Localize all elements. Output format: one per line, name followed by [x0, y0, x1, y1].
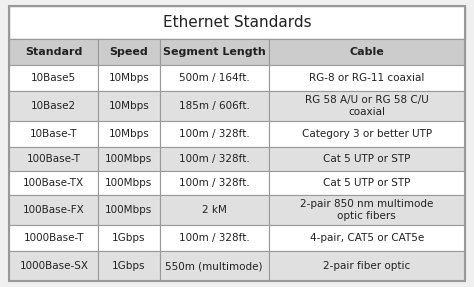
- Bar: [9, 6, 465, 39]
- Text: Category 3 or better UTP: Category 3 or better UTP: [301, 129, 432, 139]
- Bar: [269, 195, 465, 225]
- Text: 1Gbps: 1Gbps: [112, 233, 146, 243]
- Text: 2 kM: 2 kM: [202, 205, 227, 215]
- Text: 100m / 328ft.: 100m / 328ft.: [179, 178, 250, 188]
- Text: 100Mbps: 100Mbps: [105, 205, 153, 215]
- Text: 100m / 328ft.: 100m / 328ft.: [179, 129, 250, 139]
- Bar: [160, 39, 269, 65]
- Text: 500m / 164ft.: 500m / 164ft.: [179, 73, 250, 83]
- Text: 550m (multimode): 550m (multimode): [165, 261, 263, 271]
- Bar: [9, 65, 98, 91]
- Bar: [269, 121, 465, 147]
- Text: 100Mbps: 100Mbps: [105, 178, 153, 188]
- Bar: [269, 225, 465, 251]
- Text: 100Base-T: 100Base-T: [27, 154, 81, 164]
- Bar: [9, 195, 98, 225]
- Text: RG-8 or RG-11 coaxial: RG-8 or RG-11 coaxial: [309, 73, 424, 83]
- Bar: [98, 195, 160, 225]
- Text: 10Mbps: 10Mbps: [109, 73, 149, 83]
- Text: 4-pair, CAT5 or CAT5e: 4-pair, CAT5 or CAT5e: [310, 233, 424, 243]
- Bar: [9, 147, 98, 171]
- Bar: [98, 91, 160, 121]
- Bar: [269, 91, 465, 121]
- Bar: [9, 121, 98, 147]
- Text: 100Mbps: 100Mbps: [105, 154, 153, 164]
- Text: 2-pair fiber optic: 2-pair fiber optic: [323, 261, 410, 271]
- Bar: [160, 251, 269, 281]
- Text: 10Mbps: 10Mbps: [109, 129, 149, 139]
- Bar: [9, 39, 98, 65]
- Bar: [9, 171, 98, 195]
- Bar: [160, 65, 269, 91]
- Bar: [160, 121, 269, 147]
- Text: 100m / 328ft.: 100m / 328ft.: [179, 154, 250, 164]
- Text: 10Base2: 10Base2: [31, 101, 76, 111]
- Bar: [160, 195, 269, 225]
- Text: Ethernet Standards: Ethernet Standards: [163, 15, 311, 30]
- Bar: [269, 39, 465, 65]
- Bar: [9, 91, 98, 121]
- Text: 10Base5: 10Base5: [31, 73, 76, 83]
- Text: 10Base-T: 10Base-T: [30, 129, 78, 139]
- Text: 100Base-FX: 100Base-FX: [23, 205, 85, 215]
- Text: 2-pair 850 nm multimode
optic fibers: 2-pair 850 nm multimode optic fibers: [300, 199, 433, 221]
- Bar: [9, 225, 98, 251]
- Text: 100m / 328ft.: 100m / 328ft.: [179, 233, 250, 243]
- Bar: [160, 171, 269, 195]
- Bar: [269, 65, 465, 91]
- Text: Standard: Standard: [25, 47, 82, 57]
- Bar: [98, 225, 160, 251]
- Text: Cable: Cable: [349, 47, 384, 57]
- Text: 1Gbps: 1Gbps: [112, 261, 146, 271]
- Bar: [269, 251, 465, 281]
- Bar: [9, 251, 98, 281]
- Bar: [98, 121, 160, 147]
- Text: 185m / 606ft.: 185m / 606ft.: [179, 101, 250, 111]
- Text: 1000Base-SX: 1000Base-SX: [19, 261, 88, 271]
- Text: Segment Length: Segment Length: [163, 47, 265, 57]
- Bar: [98, 251, 160, 281]
- Bar: [269, 147, 465, 171]
- Bar: [269, 171, 465, 195]
- Bar: [160, 147, 269, 171]
- Text: Speed: Speed: [109, 47, 148, 57]
- Text: 100Base-TX: 100Base-TX: [23, 178, 84, 188]
- Text: RG 58 A/U or RG 58 C/U
coaxial: RG 58 A/U or RG 58 C/U coaxial: [305, 95, 428, 117]
- Bar: [98, 171, 160, 195]
- Bar: [160, 91, 269, 121]
- Bar: [160, 225, 269, 251]
- Text: Cat 5 UTP or STP: Cat 5 UTP or STP: [323, 178, 410, 188]
- Text: 10Mbps: 10Mbps: [109, 101, 149, 111]
- Text: Cat 5 UTP or STP: Cat 5 UTP or STP: [323, 154, 410, 164]
- Bar: [98, 65, 160, 91]
- Bar: [98, 39, 160, 65]
- Bar: [98, 147, 160, 171]
- Text: 1000Base-T: 1000Base-T: [24, 233, 84, 243]
